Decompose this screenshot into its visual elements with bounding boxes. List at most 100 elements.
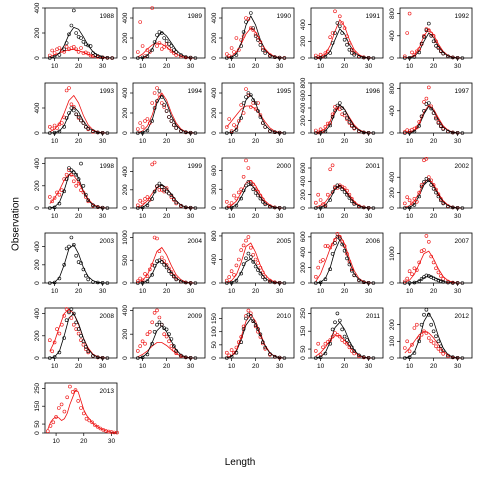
series-a-point xyxy=(407,355,412,360)
series-b-point xyxy=(59,402,64,407)
series-a-point xyxy=(277,280,282,285)
series-b-point xyxy=(52,51,57,55)
series-a-point xyxy=(193,131,198,135)
series-a-point xyxy=(79,261,83,265)
series-b-point xyxy=(179,54,183,59)
series-a-point xyxy=(330,327,335,332)
series-a-point xyxy=(446,204,450,209)
series-a-point xyxy=(251,26,255,30)
series-a-point xyxy=(455,131,460,135)
series-a-point xyxy=(340,187,345,192)
series-a-point xyxy=(74,112,78,117)
series-a-point xyxy=(352,202,357,206)
series-a-point xyxy=(179,53,183,57)
series-b-point xyxy=(407,349,412,354)
panel-year-label: 1996 xyxy=(366,88,381,95)
series-a-point xyxy=(74,320,78,325)
series-b-point xyxy=(402,54,407,59)
series-a-point xyxy=(328,267,333,272)
panel-2011: 2011 10 20 30 0 50 150 250 xyxy=(300,307,384,370)
x-tick-label: 30 xyxy=(276,363,284,370)
series-a-point xyxy=(241,30,246,34)
series-b-point xyxy=(136,203,140,208)
series-b-point xyxy=(47,125,52,129)
series-a-point xyxy=(407,131,412,135)
series-b-point xyxy=(316,192,321,197)
series-a-point xyxy=(239,340,243,345)
series-a-point xyxy=(361,130,366,135)
y-tick-label: 200 xyxy=(34,330,41,341)
x-tick-label: 30 xyxy=(276,138,284,145)
series-b-point xyxy=(73,388,78,392)
panel-2003: 2003 10 20 30 0 200 400 xyxy=(34,232,118,295)
series-a-point xyxy=(422,35,426,39)
y-tick-label: 200 xyxy=(34,27,41,38)
series-b-point xyxy=(140,200,145,205)
series-a-point xyxy=(76,115,81,119)
x-tick-label: 20 xyxy=(430,138,438,145)
series-a-point xyxy=(352,52,357,57)
series-a-point xyxy=(337,184,342,189)
series-a-point xyxy=(455,206,460,210)
series-b-point xyxy=(402,130,407,134)
series-b-point xyxy=(67,168,71,172)
x-tick-label: 10 xyxy=(406,138,414,145)
y-tick-label: 0 xyxy=(122,131,129,135)
series-b-point xyxy=(340,338,345,342)
series-a-point xyxy=(172,274,176,279)
series-a-fit-line xyxy=(315,239,374,284)
series-a-point xyxy=(81,184,86,188)
series-b-point xyxy=(321,129,325,133)
series-a-point xyxy=(162,103,166,107)
series-a-point xyxy=(96,205,100,209)
series-a-point xyxy=(179,203,183,208)
x-tick-label: 10 xyxy=(406,363,414,370)
series-a-point xyxy=(333,241,337,245)
series-a-point xyxy=(86,43,90,48)
series-a-point xyxy=(436,339,441,344)
series-a-point xyxy=(450,130,455,135)
series-b-fit-line xyxy=(404,250,463,284)
series-a-point xyxy=(160,260,164,264)
series-b-point xyxy=(51,420,56,425)
series-b-point xyxy=(162,105,166,109)
series-a-point xyxy=(345,42,349,47)
series-b-point xyxy=(50,48,55,53)
series-a-point xyxy=(239,196,243,201)
series-b-point xyxy=(256,261,260,265)
series-a-point xyxy=(431,111,436,115)
series-a-fit-line xyxy=(137,31,196,59)
series-a-point xyxy=(179,279,183,284)
series-a-point xyxy=(438,344,443,349)
series-a-point xyxy=(277,355,282,360)
series-b-point xyxy=(50,349,55,354)
series-b-point xyxy=(74,47,78,52)
series-b-point xyxy=(152,160,157,165)
panel-1991: 1991 10 20 30 0 200 400 xyxy=(300,7,384,70)
series-a-point xyxy=(184,55,188,59)
panel-frame xyxy=(310,307,384,359)
series-b-point xyxy=(318,352,323,357)
series-a-point xyxy=(72,243,76,247)
x-tick-label: 10 xyxy=(317,63,325,70)
series-b-point xyxy=(74,327,78,331)
series-b-point xyxy=(347,192,352,197)
series-b-point xyxy=(59,121,64,125)
series-a-point xyxy=(249,93,253,97)
y-tick-label: 0 xyxy=(389,131,396,135)
series-b-point xyxy=(422,329,426,334)
y-tick-label: 200 xyxy=(300,36,307,47)
series-a-point xyxy=(76,177,81,181)
series-b-point xyxy=(148,329,152,334)
series-b-point xyxy=(145,274,150,279)
series-a-point xyxy=(184,205,188,210)
series-b-point xyxy=(429,178,434,183)
series-a-point xyxy=(328,51,333,55)
series-b-point xyxy=(249,245,253,250)
series-a-point xyxy=(333,31,337,35)
series-b-point xyxy=(345,341,349,346)
series-a-point xyxy=(172,344,176,348)
series-b-point xyxy=(229,348,234,352)
series-b-point xyxy=(256,101,260,105)
series-a-fit-line xyxy=(315,28,374,59)
